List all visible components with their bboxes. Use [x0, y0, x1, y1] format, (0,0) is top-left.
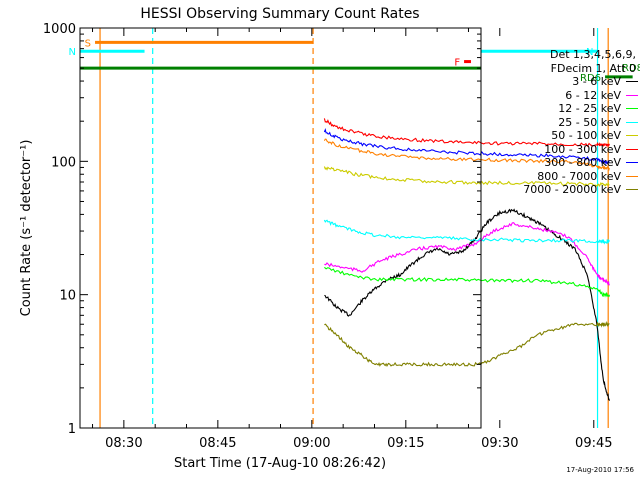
legend-entry-label: 7000 - 20000 keV: [523, 183, 621, 196]
legend-swatch: [626, 189, 638, 191]
legend-entry: 3 - 6 keV: [468, 75, 638, 89]
legend-entry-label: 300 - 800 keV: [544, 156, 621, 169]
series-line-0: [324, 208, 610, 401]
legend-entry-label: 3 - 6 keV: [572, 75, 621, 88]
plot-frame: [79, 27, 482, 429]
legend-swatch: [626, 94, 638, 96]
legend-entry-label: 50 - 100 keV: [551, 129, 621, 142]
flag-label-5: RD6: [580, 73, 601, 84]
y-tick-label-3: 1000: [43, 22, 76, 37]
legend-swatch: [626, 162, 638, 164]
legend-header-detectors: Det 1,3,4,5,6,9,: [549, 48, 636, 61]
series-line-7: [323, 138, 610, 172]
series-line-8: [324, 320, 610, 367]
x-tick-label-1: 08:45: [199, 436, 236, 451]
legend-entry: 800 - 7000 keV: [468, 170, 638, 184]
legend-entry-label: 800 - 7000 keV: [537, 169, 621, 183]
legend-entry: 100 - 300 keV: [468, 143, 638, 157]
legend-swatch: [626, 81, 638, 83]
chart-title: HESSI Observing Summary Count Rates: [140, 6, 419, 22]
y-axis-label: Count Rate (s⁻¹ detector⁻¹): [19, 140, 34, 317]
legend-swatch: [626, 175, 638, 177]
y-tick-label-1: 10: [59, 289, 76, 304]
flag-label-1: N: [69, 47, 76, 58]
flag-label-4: F: [454, 58, 460, 69]
legend-entry-label: 100 - 300 keV: [544, 142, 621, 156]
legend-entry-label: 12 - 25 keV: [558, 102, 621, 115]
flag-label-0: S: [85, 38, 91, 49]
series-line-3: [323, 219, 610, 245]
legend-entry: 12 - 25 keV: [468, 102, 638, 116]
legend-swatch: [626, 135, 638, 137]
x-tick-label-5: 09:45: [575, 436, 612, 451]
x-tick-label-4: 09:30: [481, 436, 518, 451]
legend: Det 1,3,4,5,6,9, FDecim 1, Att 0 3 - 6 k…: [468, 48, 638, 197]
y-tick-label-0: 1: [68, 422, 76, 437]
x-axis-label: Start Time (17-Aug-10 08:26:42): [174, 456, 386, 471]
x-tick-label-3: 09:15: [387, 436, 424, 451]
legend-entry: 25 - 50 keV: [468, 116, 638, 130]
x-tick-label-2: 09:00: [293, 436, 330, 451]
legend-entry: 6 - 12 keV: [468, 89, 638, 103]
axes: 1 10 100 1000 08:30 08:45 09:00 09:15 09:30 09:45…: [43, 22, 613, 451]
legend-entry-label: 6 - 12 keV: [565, 88, 621, 102]
legend-entry-label: 25 - 50 keV: [558, 115, 621, 129]
legend-entry: 300 - 800 keV: [468, 156, 638, 170]
series-line-5: [323, 118, 610, 148]
flag-label-2: N: [586, 47, 593, 58]
legend-entry: 7000 - 20000 keV: [468, 183, 638, 197]
series-line-1: [324, 222, 610, 286]
y-tick-label-2: 100: [51, 155, 76, 170]
legend-swatch: [626, 121, 638, 123]
legend-swatch: [626, 148, 638, 150]
series-line-4: [323, 166, 610, 187]
flag-label-6: RD8: [622, 63, 640, 74]
legend-header-attenuator: FDecim 1, Att 0: [550, 61, 636, 75]
series-line-6: [323, 128, 610, 166]
legend-entry: 50 - 100 keV: [468, 129, 638, 143]
x-tick-label-0: 08:30: [105, 436, 142, 451]
plot-timestamp: 17-Aug-2010 17:56: [566, 466, 634, 474]
series-line-2: [324, 266, 610, 298]
legend-swatch: [626, 108, 638, 110]
